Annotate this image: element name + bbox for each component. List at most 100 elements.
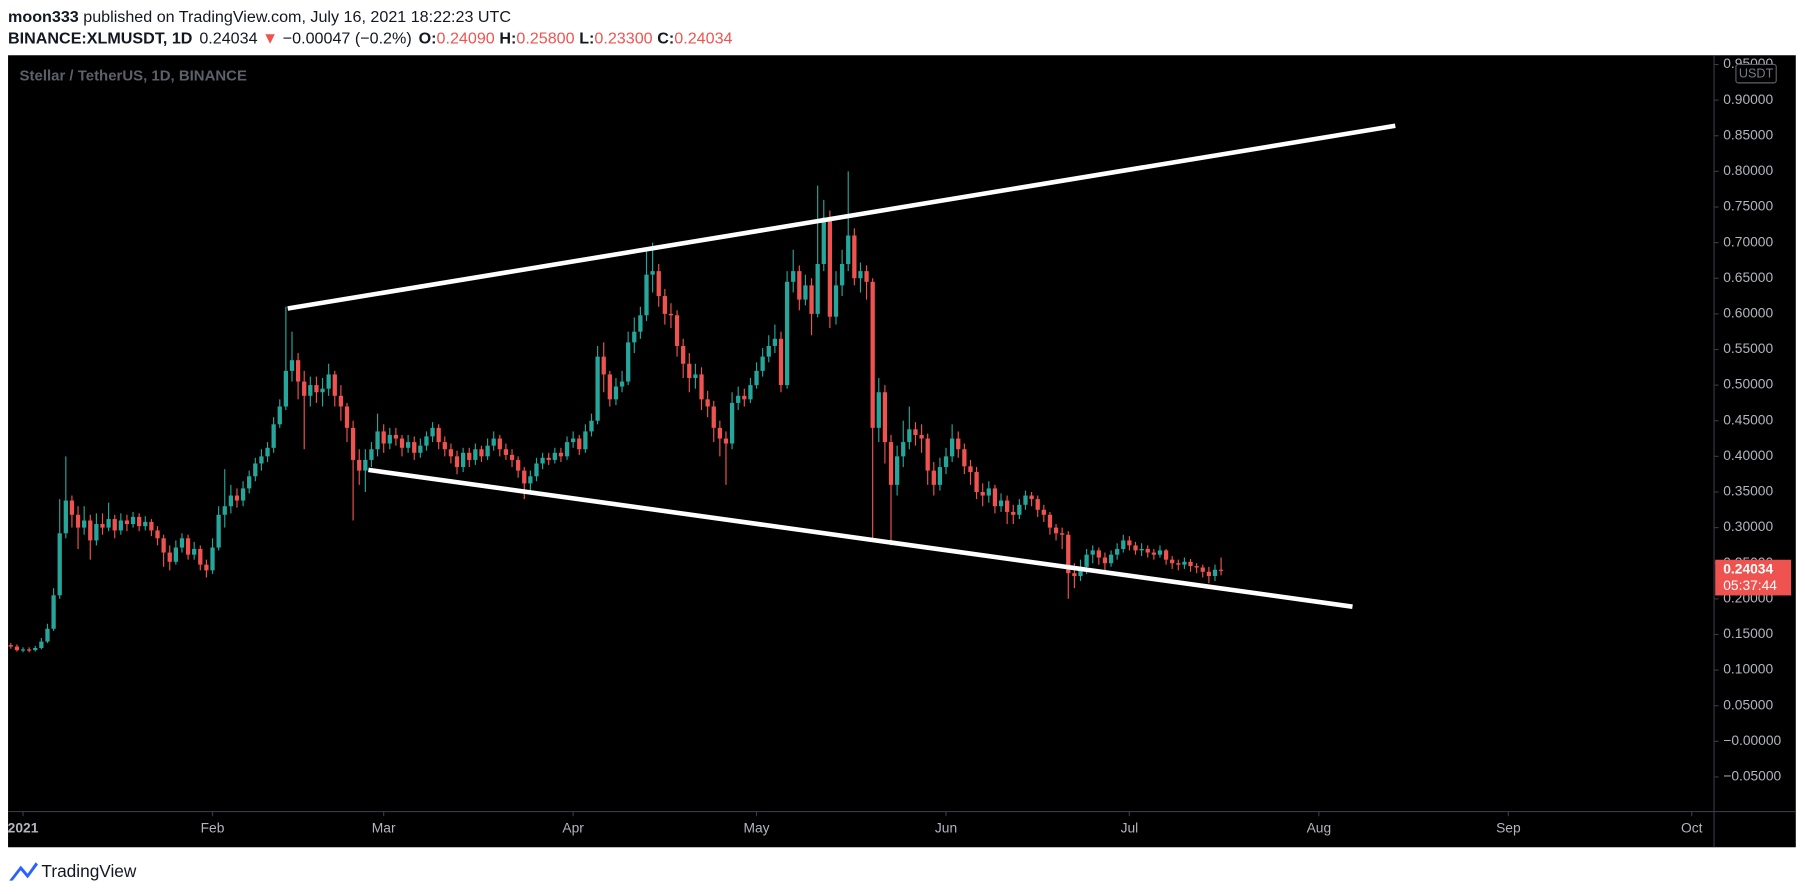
candle-body (1212, 569, 1218, 577)
candle-body (155, 530, 160, 539)
candle-body (185, 538, 191, 555)
x-tick-label: Apr (562, 819, 584, 835)
candle-body (33, 648, 38, 651)
candle-body (858, 271, 863, 279)
symbol: BINANCE:XLMUSDT, 1D (8, 30, 192, 48)
candle-body (1005, 500, 1010, 512)
ohlc-value: 0.24034 (674, 30, 732, 48)
candle-body (1176, 563, 1181, 565)
candle-body (393, 434, 399, 439)
candle-body (338, 395, 344, 407)
trend-line (287, 123, 1396, 311)
candle-body (577, 438, 582, 450)
candle-body (418, 445, 423, 453)
candle-body (552, 452, 557, 460)
x-tick-label: Feb (201, 819, 225, 835)
candle-body (1139, 548, 1144, 551)
candle-body (1170, 559, 1175, 564)
ohlc-key: C: (657, 30, 674, 48)
candle-body (350, 427, 356, 460)
candle-body (295, 360, 301, 382)
candle-body (766, 345, 771, 357)
candle-body (1078, 566, 1083, 577)
brand: TradingView (41, 861, 136, 881)
candle-body (344, 406, 350, 428)
candle-body (748, 385, 753, 400)
candle-body (662, 296, 667, 314)
candle-body (314, 385, 319, 393)
candle-body (1121, 540, 1126, 549)
candle-body (161, 538, 166, 553)
plot (8, 123, 1396, 653)
candle-body (705, 399, 710, 407)
candle-body (699, 374, 704, 400)
candle-body (265, 447, 270, 457)
candle-body (901, 442, 906, 457)
x-tick-label: Sep (1496, 819, 1521, 835)
candle-body (632, 331, 637, 343)
candle-body (668, 313, 674, 316)
candle-body (619, 381, 625, 387)
candle-body (564, 442, 570, 457)
candle-body (1084, 554, 1089, 567)
candle-body (839, 263, 845, 286)
candle-body (876, 392, 881, 428)
candle-body (88, 520, 93, 541)
candle-body (1115, 548, 1120, 555)
candle-body (1035, 499, 1040, 510)
candle-body (198, 548, 203, 565)
candle-body (852, 235, 857, 279)
x-tick-label: Jul (1121, 819, 1139, 835)
candle-body (607, 374, 612, 400)
candle-body (1218, 569, 1224, 571)
candle-body (332, 374, 337, 396)
candle-body (412, 442, 417, 453)
candle-body (784, 281, 790, 386)
candle-body (375, 431, 380, 450)
candle-body (509, 454, 515, 460)
trend-line (368, 467, 1353, 609)
candle-body (870, 281, 875, 428)
candle-body (925, 438, 930, 471)
candle-body (681, 345, 686, 364)
candle-body (179, 538, 185, 548)
candle-body (913, 429, 918, 435)
candle-body (124, 520, 130, 525)
ohlc-value: 0.23300 (594, 30, 652, 48)
candle-body (1066, 534, 1071, 574)
candle-body (1182, 561, 1187, 565)
candle-body (778, 338, 784, 386)
candle-body (888, 442, 894, 485)
candle-body (69, 500, 75, 515)
candle-body (962, 449, 967, 467)
candle-body (919, 434, 924, 439)
tradingview-logo (9, 862, 38, 881)
candle-body (956, 438, 961, 450)
candle-body (173, 547, 178, 562)
published: published on TradingView.com, July 16, 2… (79, 8, 512, 26)
candle-body (760, 356, 765, 371)
candle-body (1072, 573, 1077, 577)
candle-body (1060, 533, 1065, 535)
candle-body (75, 514, 81, 528)
candle-body (479, 449, 484, 457)
candle-body (302, 381, 307, 396)
y-tick-label: 0.65000 (1723, 269, 1773, 285)
candle-body (228, 495, 233, 507)
candle-body (320, 388, 325, 393)
candle-body (1029, 495, 1034, 500)
candle-body (497, 438, 502, 450)
candle-body (974, 472, 979, 492)
ohlc-value: 0.25800 (516, 30, 574, 48)
candle-body (821, 217, 826, 264)
candle-body (815, 263, 820, 314)
y-tick-label: −0.05000 (1723, 768, 1781, 784)
y-tick-label: 0.45000 (1723, 411, 1773, 427)
candle-body (943, 456, 949, 468)
x-tick-label: 2021 (8, 819, 39, 835)
x-tick-label: Mar (372, 819, 396, 835)
candle-body (271, 424, 276, 448)
candle-body (277, 406, 282, 425)
candle-body (57, 533, 62, 596)
candle-body (595, 356, 600, 421)
